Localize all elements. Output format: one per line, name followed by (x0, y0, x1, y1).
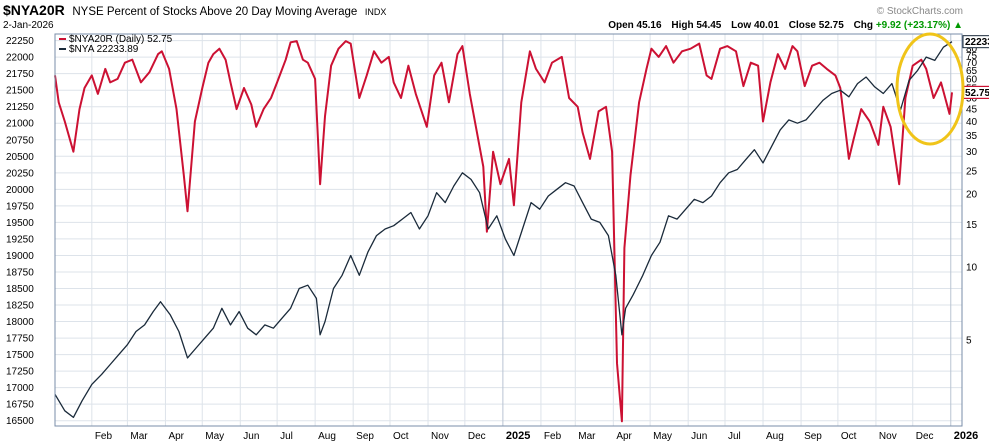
chart-title: $NYA20R NYSE Percent of Stocks Above 20 … (3, 2, 386, 18)
y-right-tick-label: 40 (966, 117, 978, 128)
y-left-tick-label: 21750 (6, 69, 34, 80)
y-left-tick-label: 20000 (6, 185, 34, 196)
chart-header: $NYA20R NYSE Percent of Stocks Above 20 … (0, 0, 989, 34)
y-right-tick-label: 35 (966, 131, 978, 142)
close-value: 52.75 (818, 20, 844, 31)
close-label: Close (788, 20, 816, 31)
x-tick-label: Jun (243, 431, 259, 442)
y-left-tick-label: 19500 (6, 218, 34, 229)
low-value: 40.01 (753, 20, 779, 31)
series-line-nya (54, 41, 953, 419)
y-left-tick-label: 17000 (6, 383, 34, 394)
y-left-tick-label: 16500 (6, 416, 34, 427)
x-tick-label: Jun (691, 431, 707, 442)
y-right-tick-label: 50 (966, 94, 978, 105)
y-left-tick-label: 18750 (6, 267, 34, 278)
high-label: High (671, 20, 694, 31)
y-left-tick-label: 17750 (6, 334, 34, 345)
x-tick-label: Nov (431, 431, 449, 442)
y-left-tick-label: 21000 (6, 119, 34, 130)
highlight-circle-annotation (895, 32, 965, 146)
open-value: 45.16 (636, 20, 662, 31)
y-left-tick-label: 20750 (6, 135, 34, 146)
x-tick-label: Feb (95, 431, 113, 442)
y-right-tick-label: 70 (966, 58, 978, 69)
y-left-tick-label: 21250 (6, 102, 34, 113)
change-value: +9.92 (+23.17%) (875, 20, 951, 31)
symbol-label: $NYA20R (3, 2, 65, 18)
legend-label-nya: $NYA 22233.89 (69, 44, 139, 55)
x-tick-label: May (205, 431, 224, 442)
y-right-tick-label: 80 (966, 44, 978, 55)
x-tick-label: Nov (879, 431, 897, 442)
legend: $NYA20R (Daily) 52.75$NYA 22233.89 (59, 34, 173, 55)
y-right-tick-label: 45 (966, 105, 978, 116)
x-tick-label: Jul (728, 431, 741, 442)
gridlines (55, 34, 962, 426)
x-tick-label: Oct (393, 431, 409, 442)
x-tick-label: Oct (841, 431, 857, 442)
y-right-tick-label: 60 (966, 74, 978, 85)
x-tick-label: Apr (616, 431, 632, 442)
low-label: Low (731, 20, 752, 31)
y-left-tick-label: 19000 (6, 251, 34, 262)
y-right-tick-label: 30 (966, 147, 978, 158)
y-left-tick-label: 19250 (6, 234, 34, 245)
last-value-label-nya: 22233 (965, 37, 989, 48)
y-left-tick-label: 20500 (6, 152, 34, 163)
brand-watermark[interactable]: © StockCharts.com (876, 6, 963, 17)
x-tick-label: 2026 (954, 430, 978, 442)
x-tick-label: Aug (318, 431, 336, 442)
x-tick-label: 2025 (506, 430, 530, 442)
x-tick-label: Mar (578, 431, 596, 442)
y-right-tick-label: 5 (966, 335, 972, 346)
plot-area (55, 34, 962, 426)
last-value-box-nya (962, 35, 989, 49)
chart-date: 2-Jan-2026 (3, 20, 54, 31)
y-left-tick-label: 18000 (6, 317, 34, 328)
y-left-tick-label: 17250 (6, 367, 34, 378)
x-tick-label: Dec (916, 431, 934, 442)
symbol-type: INDX (364, 7, 387, 17)
x-tick-label: Jul (280, 431, 293, 442)
x-tick-label: Dec (468, 431, 486, 442)
x-tick-label: Feb (544, 431, 562, 442)
last-value-label-nya20r: 52.75 (965, 88, 989, 99)
y-right-tick-label: 15 (966, 220, 978, 231)
y-left-tick-label: 17500 (6, 350, 34, 361)
high-value: 54.45 (696, 20, 722, 31)
y-right-tick-label: 10 (966, 263, 978, 274)
series-line-nya20r (54, 40, 953, 423)
y-right-tick-label: 20 (966, 190, 978, 201)
y-left-tick-label: 16750 (6, 400, 34, 411)
y-left-tick-label: 20250 (6, 168, 34, 179)
change-label: Chg (853, 20, 874, 31)
plot-frame (54, 33, 963, 427)
x-tick-label: Mar (130, 431, 148, 442)
last-value-tag-nya20r: 52.75 (962, 85, 989, 100)
x-tick-label: May (653, 431, 672, 442)
open-label: Open (608, 20, 634, 31)
legend-label-nya20r: $NYA20R (Daily) 52.75 (69, 34, 173, 45)
y-left-tick-label: 18250 (6, 301, 34, 312)
y-right-tick-label: 25 (966, 166, 978, 177)
y-right-tick-label: 65 (966, 66, 978, 77)
y-left-tick-label: 22000 (6, 53, 34, 64)
y-left-tick-label: 18500 (6, 284, 34, 295)
x-tick-label: Sep (356, 431, 374, 442)
x-tick-label: Apr (168, 431, 184, 442)
symbol-description: NYSE Percent of Stocks Above 20 Day Movi… (72, 6, 358, 18)
y-left-tick-label: 21500 (6, 86, 34, 97)
change-up-arrow-icon: ▲ (953, 20, 963, 31)
y-left-tick-label: 19750 (6, 201, 34, 212)
ohlc-readout: Open 45.16 High 54.45 Low 40.01 Close 52… (608, 20, 963, 31)
y-right-tick-label: 75 (966, 51, 978, 62)
x-tick-label: Aug (766, 431, 784, 442)
last-value-tag-nya: 22233 (962, 35, 989, 49)
y-left-tick-label: 22250 (6, 36, 34, 47)
x-tick-label: Sep (804, 431, 822, 442)
